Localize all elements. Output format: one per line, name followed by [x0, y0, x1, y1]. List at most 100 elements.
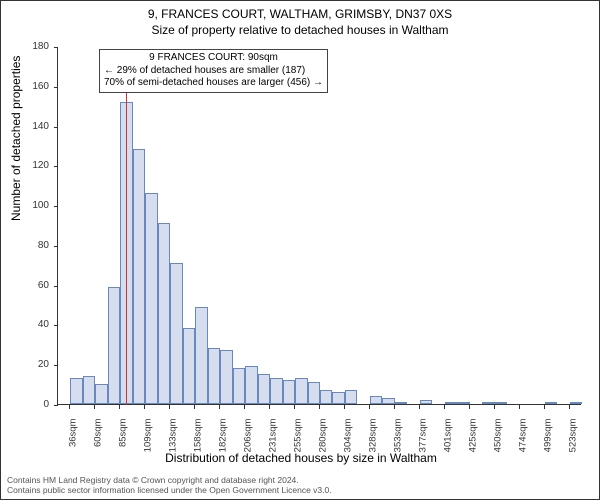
histogram-bar	[183, 328, 195, 404]
x-tick-mark	[319, 405, 320, 409]
histogram-bar	[345, 390, 357, 404]
footnote-line1: Contains HM Land Registry data © Crown c…	[7, 475, 299, 485]
histogram-bar	[545, 402, 557, 404]
annotation-line1: 9 FRANCES COURT: 90sqm	[104, 52, 323, 65]
histogram-bar	[332, 392, 344, 404]
x-tick-mark	[94, 405, 95, 409]
y-tick-label: 60	[1, 280, 49, 291]
y-tick-label: 0	[1, 399, 49, 410]
x-tick-label: 523sqm	[567, 419, 578, 463]
x-tick-label: 450sqm	[492, 419, 503, 463]
x-tick-label: 353sqm	[392, 419, 403, 463]
x-tick-mark	[144, 405, 145, 409]
x-tick-label: 280sqm	[318, 419, 329, 463]
histogram-bar	[482, 402, 494, 404]
y-tick-label: 120	[1, 160, 49, 171]
marker-line	[126, 87, 128, 405]
x-tick-label: 499sqm	[542, 419, 553, 463]
histogram-bar	[133, 149, 145, 404]
x-tick-mark	[244, 405, 245, 409]
title-line1: 9, FRANCES COURT, WALTHAM, GRIMSBY, DN37…	[1, 1, 599, 21]
annotation-box: 9 FRANCES COURT: 90sqm← 29% of detached …	[99, 49, 328, 93]
x-tick-label: 425sqm	[467, 419, 478, 463]
y-tick-label: 80	[1, 240, 49, 251]
x-tick-label: 231sqm	[268, 419, 279, 463]
y-tick-label: 180	[1, 41, 49, 52]
x-tick-label: 158sqm	[193, 419, 204, 463]
x-tick-label: 328sqm	[367, 419, 378, 463]
x-tick-mark	[344, 405, 345, 409]
x-tick-mark	[444, 405, 445, 409]
histogram-bar	[570, 402, 582, 404]
y-tick-mark	[54, 325, 58, 326]
y-tick-mark	[54, 246, 58, 247]
x-tick-mark	[519, 405, 520, 409]
x-tick-mark	[369, 405, 370, 409]
y-tick-mark	[54, 127, 58, 128]
histogram-bar	[395, 402, 407, 404]
histogram-bar	[258, 374, 270, 404]
y-tick-mark	[54, 206, 58, 207]
x-tick-mark	[469, 405, 470, 409]
footnote-line2: Contains public sector information licen…	[7, 485, 332, 495]
x-tick-mark	[219, 405, 220, 409]
x-tick-mark	[544, 405, 545, 409]
x-tick-label: 377sqm	[417, 419, 428, 463]
y-tick-mark	[54, 87, 58, 88]
x-tick-label: 206sqm	[243, 419, 254, 463]
x-tick-mark	[569, 405, 570, 409]
histogram-bar	[145, 193, 157, 404]
x-tick-label: 133sqm	[168, 419, 179, 463]
histogram-bar	[233, 368, 245, 404]
histogram-bar	[420, 400, 432, 404]
annotation-line2: ← 29% of detached houses are smaller (18…	[104, 65, 323, 78]
y-tick-label: 100	[1, 200, 49, 211]
histogram-bar	[83, 376, 95, 404]
histogram-bar	[495, 402, 507, 404]
title-line2: Size of property relative to detached ho…	[1, 21, 599, 37]
x-tick-label: 182sqm	[218, 419, 229, 463]
x-tick-label: 474sqm	[517, 419, 528, 463]
x-tick-mark	[494, 405, 495, 409]
histogram-bar	[283, 380, 295, 404]
histogram-bar	[370, 396, 382, 404]
histogram-bar	[220, 350, 232, 404]
x-tick-mark	[169, 405, 170, 409]
histogram-bar	[158, 223, 170, 404]
chart-container: 9, FRANCES COURT, WALTHAM, GRIMSBY, DN37…	[0, 0, 600, 500]
annotation-line3: 70% of semi-detached houses are larger (…	[104, 77, 323, 90]
y-tick-mark	[54, 286, 58, 287]
histogram-bar	[108, 287, 120, 404]
x-tick-label: 255sqm	[293, 419, 304, 463]
histogram-bar	[457, 402, 469, 404]
y-tick-mark	[54, 365, 58, 366]
x-tick-mark	[419, 405, 420, 409]
y-tick-mark	[54, 166, 58, 167]
x-tick-label: 85sqm	[118, 419, 129, 463]
histogram-bar	[445, 402, 457, 404]
x-tick-label: 401sqm	[442, 419, 453, 463]
histogram-bar	[270, 378, 282, 404]
histogram-bar	[95, 384, 107, 404]
y-tick-label: 160	[1, 81, 49, 92]
histogram-bar	[208, 348, 220, 404]
histogram-bar	[308, 382, 320, 404]
histogram-bar	[382, 398, 394, 404]
x-tick-label: 109sqm	[143, 419, 154, 463]
histogram-bar	[195, 307, 207, 404]
y-tick-mark	[54, 405, 58, 406]
histogram-bar	[295, 378, 307, 404]
footnote: Contains HM Land Registry data © Crown c…	[7, 476, 332, 496]
x-tick-label: 36sqm	[68, 419, 79, 463]
x-tick-mark	[119, 405, 120, 409]
x-tick-mark	[69, 405, 70, 409]
x-tick-label: 304sqm	[342, 419, 353, 463]
y-tick-label: 140	[1, 121, 49, 132]
x-tick-mark	[294, 405, 295, 409]
x-tick-mark	[269, 405, 270, 409]
x-tick-mark	[194, 405, 195, 409]
histogram-bar	[245, 366, 257, 404]
x-tick-label: 60sqm	[93, 419, 104, 463]
x-tick-mark	[394, 405, 395, 409]
y-tick-mark	[54, 47, 58, 48]
